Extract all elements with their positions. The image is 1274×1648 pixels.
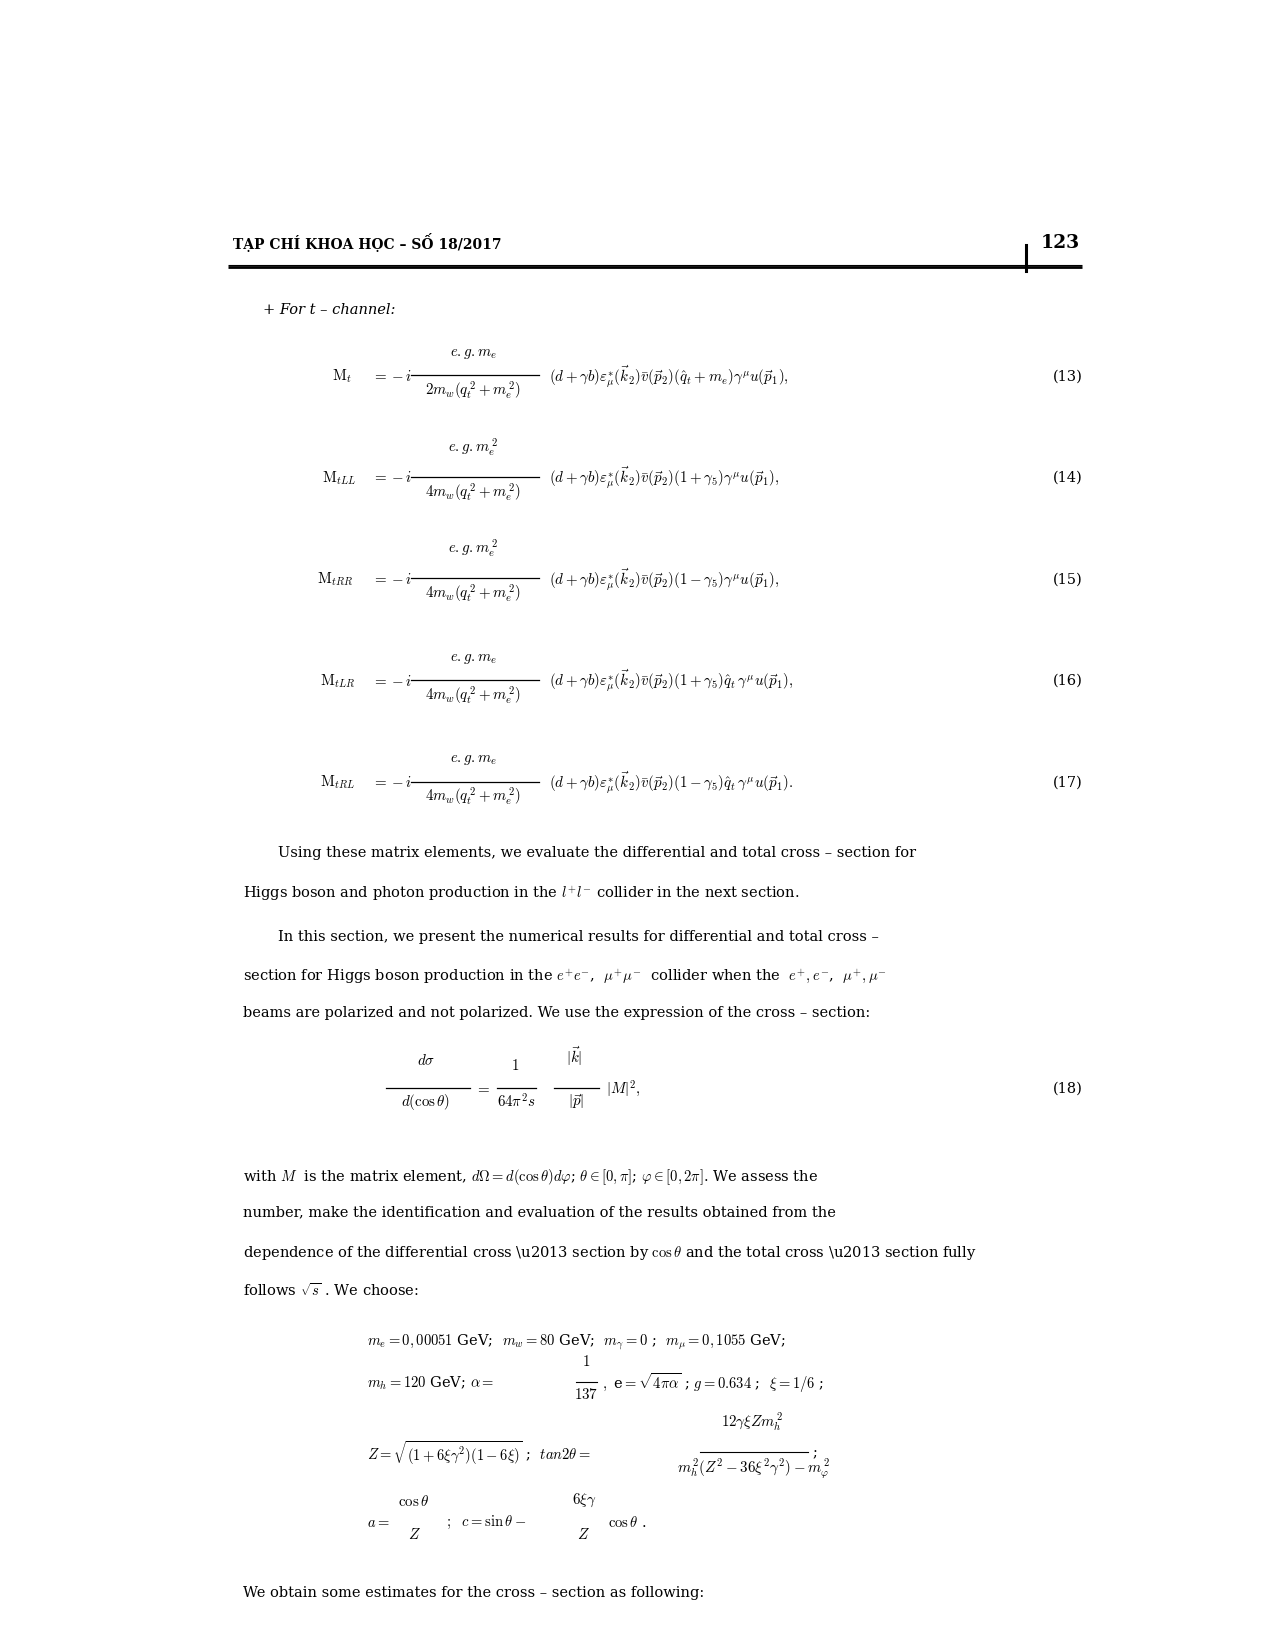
Text: ;: ; <box>813 1445 818 1458</box>
Text: (15): (15) <box>1052 572 1083 587</box>
Text: (14): (14) <box>1052 471 1083 485</box>
Text: $= -i$: $= -i$ <box>372 672 412 689</box>
Text: In this section, we present the numerical results for differential and total cro: In this section, we present the numerica… <box>278 929 879 943</box>
Text: $1$: $1$ <box>582 1353 590 1368</box>
Text: $m_{e} = 0,00051$ GeV;  $m_{w} = 80$ GeV;  $m_{\gamma} = 0$ ;  $m_{\mu} = 0,1055: $m_{e} = 0,00051$ GeV; $m_{w} = 80$ GeV;… <box>367 1332 786 1351</box>
Text: $4m_{w}(q_{t}^{\,2}+m_{e}^{\,2})$: $4m_{w}(q_{t}^{\,2}+m_{e}^{\,2})$ <box>426 786 521 808</box>
Text: $|\vec{p}|$: $|\vec{p}|$ <box>568 1091 583 1111</box>
Text: $12\gamma\xi Z m_{h}^{\,2}$: $12\gamma\xi Z m_{h}^{\,2}$ <box>721 1409 782 1432</box>
Text: (18): (18) <box>1052 1081 1083 1094</box>
Text: $1$: $1$ <box>511 1058 519 1073</box>
Text: $4m_{w}(q_{t}^{\,2}+m_{e}^{\,2})$: $4m_{w}(q_{t}^{\,2}+m_{e}^{\,2})$ <box>426 583 521 605</box>
Text: 123: 123 <box>1041 234 1080 252</box>
Text: $\mathrm{M}_{tRL}$: $\mathrm{M}_{tRL}$ <box>320 773 355 791</box>
Text: We obtain some estimates for the cross – section as following:: We obtain some estimates for the cross –… <box>243 1585 705 1599</box>
Text: dependence of the differential cross \u2013 section by $\cos\theta$ and the tota: dependence of the differential cross \u2… <box>243 1243 977 1261</box>
Text: $4m_{w}(q_{t}^{\,2}+m_{e}^{\,2})$: $4m_{w}(q_{t}^{\,2}+m_{e}^{\,2})$ <box>426 481 521 503</box>
Text: $d(\cos\theta)$: $d(\cos\theta)$ <box>401 1091 451 1112</box>
Text: $(d+\gamma b)\varepsilon_{\mu}^{*}(\vec{k}_{2})\bar{v}(\vec{p}_{2})(1+\gamma_{5}: $(d+\gamma b)\varepsilon_{\mu}^{*}(\vec{… <box>549 465 780 491</box>
Text: $e.g.m_{e}$: $e.g.m_{e}$ <box>450 753 497 766</box>
Text: $,$ e$=\sqrt{4\pi\alpha}$ ; $g = 0.634$ ;  $\xi = 1/6$ ;: $,$ e$=\sqrt{4\pi\alpha}$ ; $g = 0.634$ … <box>601 1371 823 1394</box>
Text: Using these matrix elements, we evaluate the differential and total cross – sect: Using these matrix elements, we evaluate… <box>278 845 916 860</box>
Text: $e.g.m_{e}$: $e.g.m_{e}$ <box>450 346 497 361</box>
Text: $4m_{w}(q_{t}^{\,2}+m_{e}^{\,2})$: $4m_{w}(q_{t}^{\,2}+m_{e}^{\,2})$ <box>426 684 521 707</box>
Text: $(d+\gamma b)\varepsilon_{\mu}^{*}(\vec{k}_{2})\bar{v}(\vec{p}_{2})(1-\gamma_{5}: $(d+\gamma b)\varepsilon_{\mu}^{*}(\vec{… <box>549 770 794 796</box>
Text: section for Higgs boson production in the $e^{+}e^{-}$,  $\mu^{+}\mu^{-}$  colli: section for Higgs boson production in th… <box>243 967 887 986</box>
Text: (17): (17) <box>1052 775 1083 789</box>
Text: with $M$  is the matrix element, $d\Omega = d(\cos\theta)d\varphi$; $\theta\in[0: with $M$ is the matrix element, $d\Omega… <box>243 1167 818 1187</box>
Text: $= -i$: $= -i$ <box>372 775 412 789</box>
Text: $= -i$: $= -i$ <box>372 572 412 587</box>
Text: $= -i$: $= -i$ <box>372 470 412 485</box>
Text: $e.g.m_{e}^{\,2}$: $e.g.m_{e}^{\,2}$ <box>448 435 498 456</box>
Text: $Z$: $Z$ <box>577 1526 590 1541</box>
Text: $|M|^{2},$: $|M|^{2},$ <box>605 1078 641 1098</box>
Text: $\mathrm{M}_{t}$: $\mathrm{M}_{t}$ <box>333 368 352 386</box>
Text: $\mathrm{M}_{tLL}$: $\mathrm{M}_{tLL}$ <box>322 468 357 486</box>
Text: $(d+\gamma b)\varepsilon_{\mu}^{*}(\vec{k}_{2})\bar{v}(\vec{p}_{2})(1-\gamma_{5}: $(d+\gamma b)\varepsilon_{\mu}^{*}(\vec{… <box>549 565 780 592</box>
Text: $=$: $=$ <box>475 1081 490 1094</box>
Text: $m_{h}^{\,2}(Z^{2}-36\xi^{2}\gamma^{2})-m_{\varphi}^{\,2}$: $m_{h}^{\,2}(Z^{2}-36\xi^{2}\gamma^{2})-… <box>678 1455 831 1480</box>
Text: $(d+\gamma b)\varepsilon_{\mu}^{*}(\vec{k}_{2})\bar{v}(\vec{p}_{2})(\hat{q}_{t}+: $(d+\gamma b)\varepsilon_{\mu}^{*}(\vec{… <box>549 363 790 389</box>
Text: $137$: $137$ <box>573 1386 598 1401</box>
Text: $= -i$: $= -i$ <box>372 369 412 384</box>
Text: $\mathrm{M}_{tLR}$: $\mathrm{M}_{tLR}$ <box>320 672 355 689</box>
Text: $\cos\theta$: $\cos\theta$ <box>399 1493 429 1508</box>
Text: $a =$: $a =$ <box>367 1515 390 1529</box>
Text: $;$  $c = \sin\theta -$: $;$ $c = \sin\theta -$ <box>446 1513 526 1531</box>
Text: beams are polarized and not polarized. We use the expression of the cross – sect: beams are polarized and not polarized. W… <box>243 1005 870 1020</box>
Text: (16): (16) <box>1052 674 1083 687</box>
Text: $\cos\theta$ .: $\cos\theta$ . <box>609 1515 647 1529</box>
Text: $e.g.m_{e}$: $e.g.m_{e}$ <box>450 651 497 666</box>
Text: (13): (13) <box>1052 369 1083 382</box>
Text: + For t – channel:: + For t – channel: <box>262 303 395 316</box>
Text: Higgs boson and photon production in the $l^{+}l^{-}$ collider in the next secti: Higgs boson and photon production in the… <box>243 883 800 903</box>
Text: $6\xi\gamma$: $6\xi\gamma$ <box>572 1490 596 1508</box>
Text: $2m_{w}(q_{t}^{\,2}+m_{e}^{\,2})$: $2m_{w}(q_{t}^{\,2}+m_{e}^{\,2})$ <box>426 379 521 402</box>
Text: $e.g.m_{e}^{\,2}$: $e.g.m_{e}^{\,2}$ <box>448 537 498 559</box>
Text: $\mathrm{M}_{tRR}$: $\mathrm{M}_{tRR}$ <box>317 570 353 588</box>
Text: $64\pi^{2}s$: $64\pi^{2}s$ <box>497 1091 536 1109</box>
Text: $Z = \sqrt{(1+6\xi\gamma^{2})(1-6\xi)}$ ;  $tan2\theta =$: $Z = \sqrt{(1+6\xi\gamma^{2})(1-6\xi)}$ … <box>367 1439 590 1465</box>
Text: $m_{h} = 120$ GeV; $\alpha =$: $m_{h} = 120$ GeV; $\alpha =$ <box>367 1373 494 1391</box>
Text: $(d+\gamma b)\varepsilon_{\mu}^{*}(\vec{k}_{2})\bar{v}(\vec{p}_{2})(1+\gamma_{5}: $(d+\gamma b)\varepsilon_{\mu}^{*}(\vec{… <box>549 667 794 694</box>
Text: TẠP CHÍ KHOA HỌC – SỐ 18/2017: TẠP CHÍ KHOA HỌC – SỐ 18/2017 <box>233 232 502 252</box>
Text: follows $\sqrt{s}$ . We choose:: follows $\sqrt{s}$ . We choose: <box>243 1280 419 1297</box>
Text: $|\vec{k}|$: $|\vec{k}|$ <box>566 1043 582 1068</box>
Text: number, make the identification and evaluation of the results obtained from the: number, make the identification and eval… <box>243 1205 836 1218</box>
Text: $d\sigma$: $d\sigma$ <box>417 1053 434 1068</box>
Text: $Z$: $Z$ <box>408 1526 420 1541</box>
